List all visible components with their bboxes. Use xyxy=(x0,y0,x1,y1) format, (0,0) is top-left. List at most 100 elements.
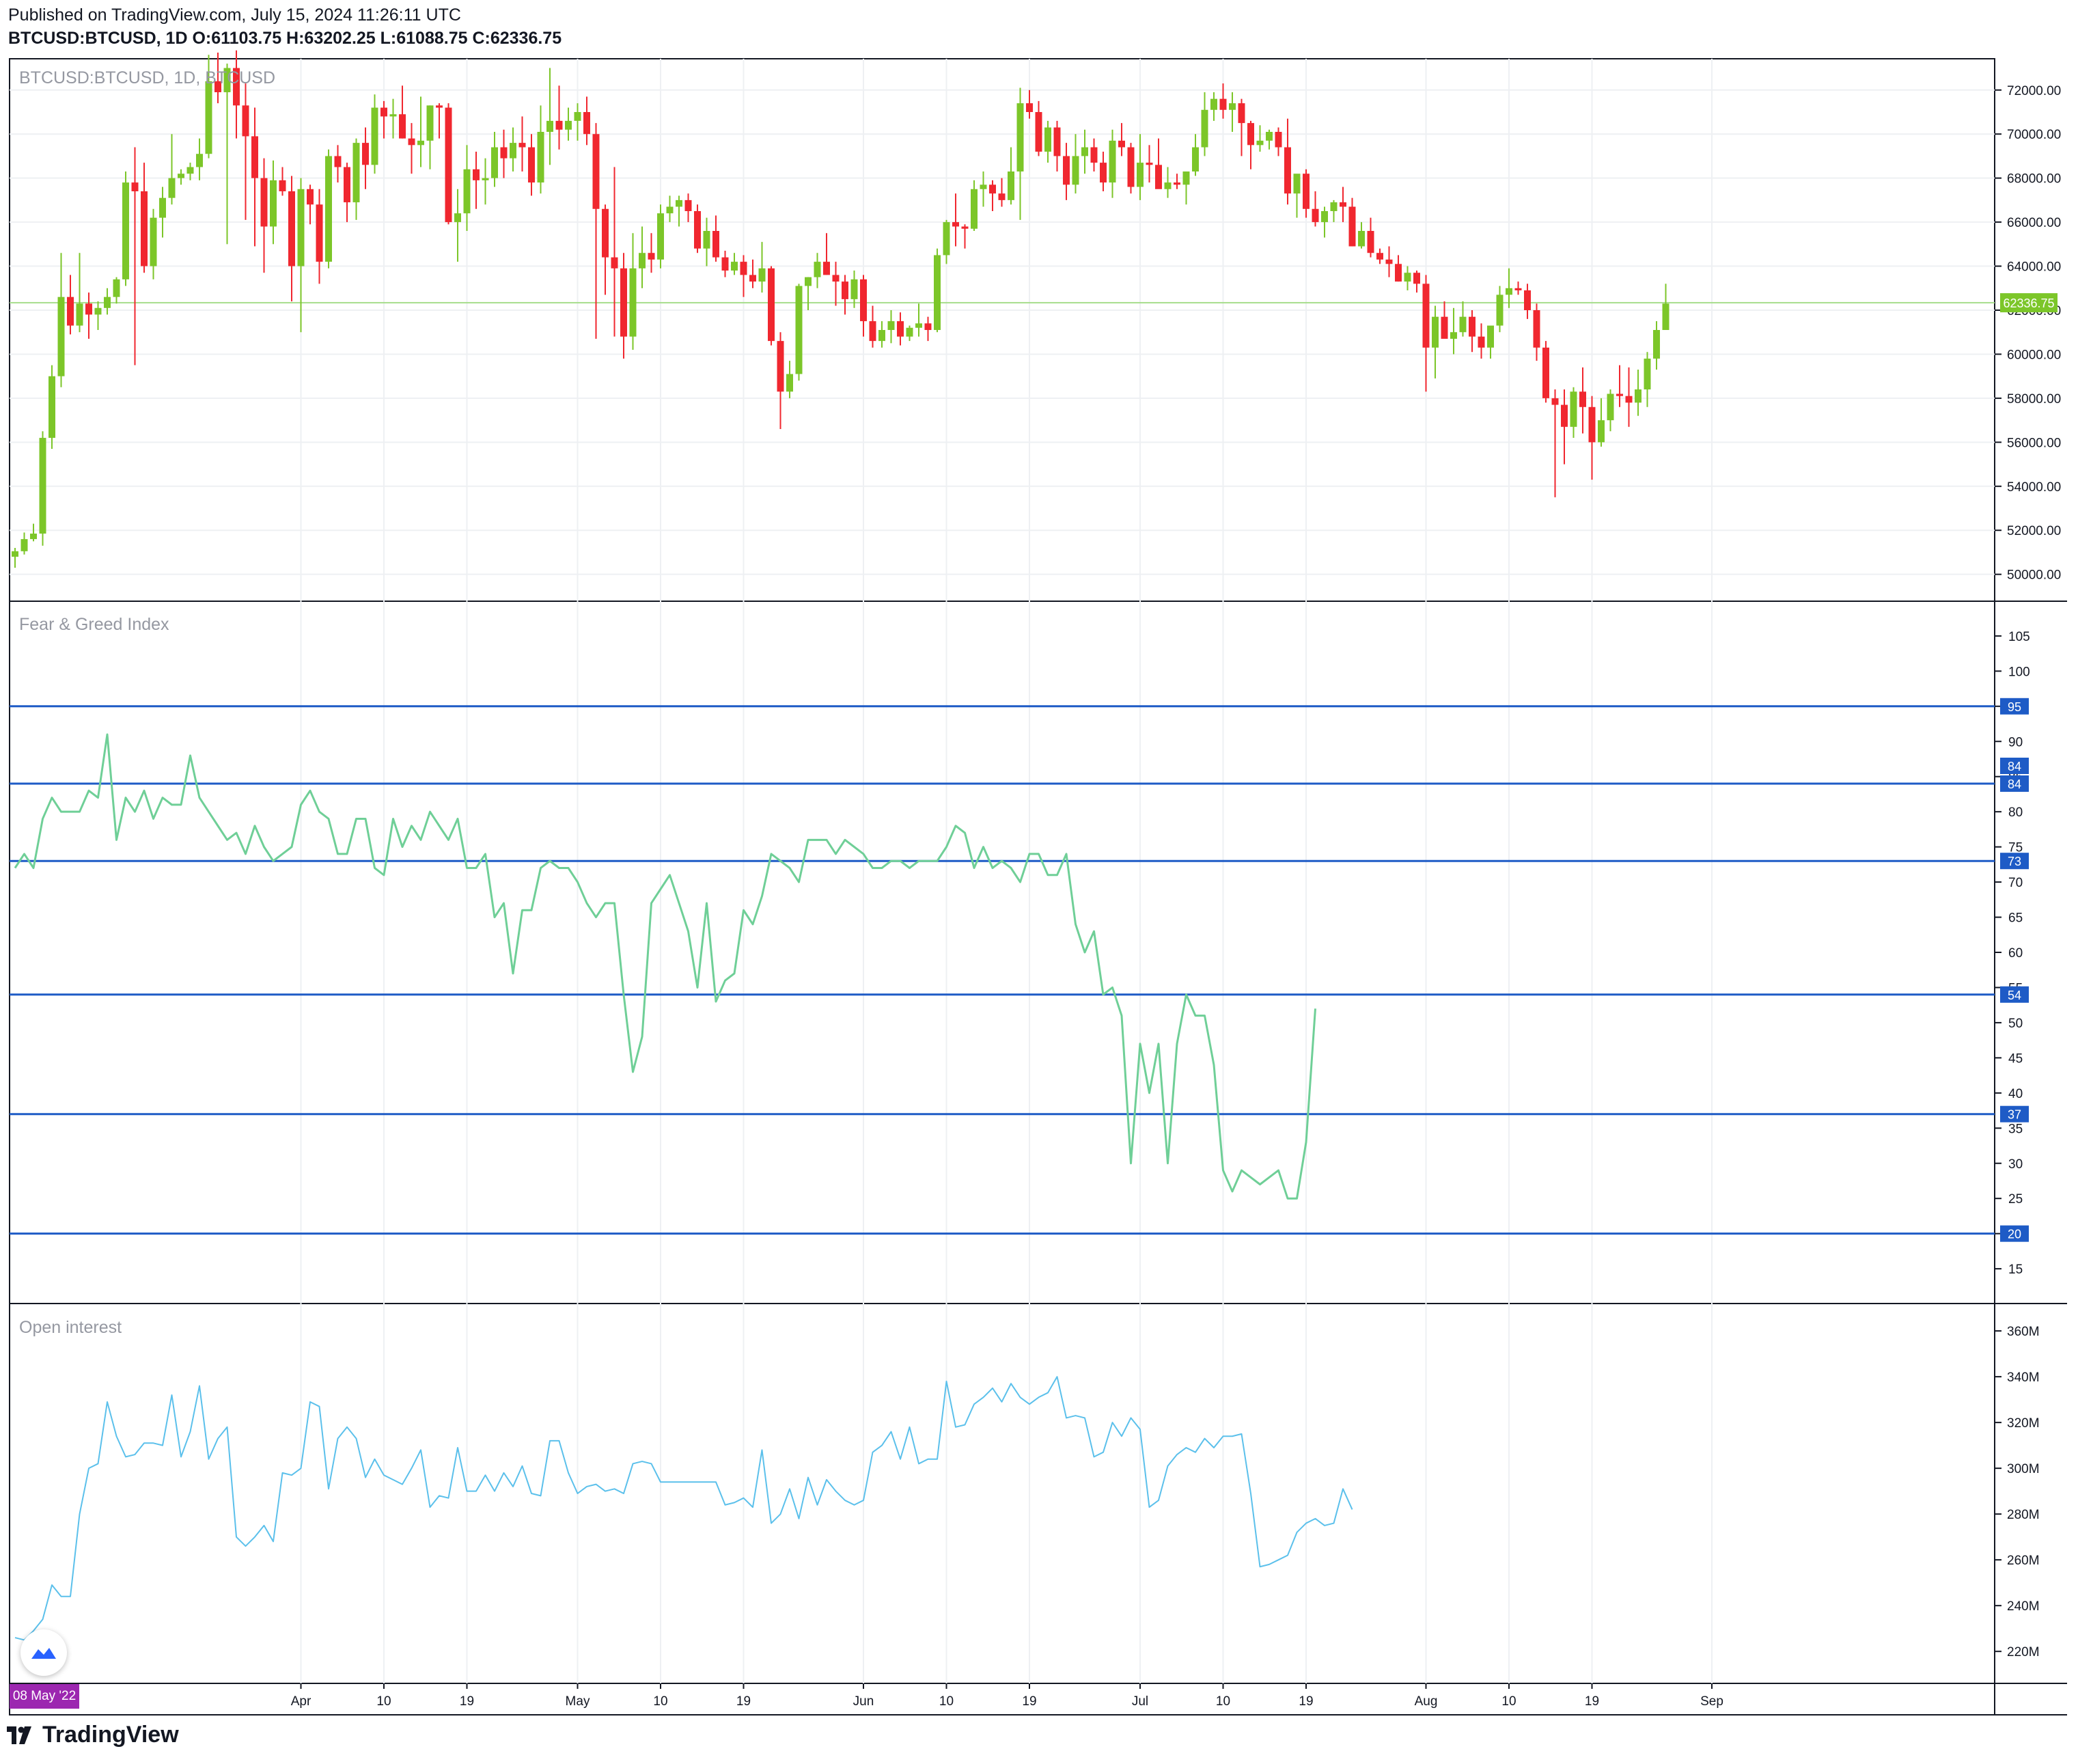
candle-body xyxy=(1026,103,1033,112)
candle-body xyxy=(76,303,83,326)
candle-body xyxy=(1100,163,1107,183)
candle-body xyxy=(1155,165,1162,189)
candle-body xyxy=(39,437,46,534)
time-tick-label: 10 xyxy=(1501,1694,1516,1709)
candle-body xyxy=(574,112,581,121)
candle-body xyxy=(1266,132,1273,141)
candle-body xyxy=(565,120,572,130)
candle-body xyxy=(12,551,18,557)
candle-body xyxy=(943,222,950,256)
candle-body xyxy=(1404,273,1411,282)
last-price-label: 62336.75 xyxy=(2003,297,2054,310)
candle-body xyxy=(159,197,166,218)
candle-body xyxy=(344,167,350,203)
candle-body xyxy=(721,257,729,271)
candle-body xyxy=(1358,231,1365,247)
candle-body xyxy=(270,180,277,227)
candle-body xyxy=(1016,103,1024,171)
candle-body xyxy=(869,321,876,342)
candle-body xyxy=(510,143,516,159)
candle-body xyxy=(1588,406,1596,443)
candle-body xyxy=(934,255,941,330)
candle-body xyxy=(297,189,305,266)
candle-body xyxy=(1506,288,1512,295)
candle-body xyxy=(279,180,286,191)
candle-body xyxy=(703,231,710,249)
candle-body xyxy=(1008,171,1014,200)
candle-body xyxy=(1598,420,1605,443)
tradingview-float-button[interactable] xyxy=(20,1629,67,1676)
candle-body xyxy=(518,143,526,148)
price-tick-label: 68000.00 xyxy=(2007,172,2061,187)
candle-body xyxy=(1653,330,1660,359)
candle-body xyxy=(639,253,646,268)
price-tick-label: 54000.00 xyxy=(2007,480,2061,495)
fng-level-label: 20 xyxy=(2008,1228,2021,1241)
candle-body xyxy=(823,262,830,275)
price-tick-label: 70000.00 xyxy=(2007,128,2061,142)
candle-body xyxy=(878,330,885,342)
candle-body xyxy=(1459,316,1467,333)
price-tick-label: 56000.00 xyxy=(2007,436,2061,450)
candle-body xyxy=(897,321,904,337)
candle-body xyxy=(1081,147,1088,156)
candle-body xyxy=(463,169,471,214)
candle-body xyxy=(906,327,913,337)
tradingview-logo: TradingView xyxy=(7,1722,179,1748)
candle-body xyxy=(214,81,221,92)
candle-body xyxy=(122,182,129,279)
candle-body xyxy=(712,231,719,258)
price-tick-label: 72000.00 xyxy=(2007,84,2061,98)
candle-body xyxy=(436,105,443,108)
time-tick-label: 10 xyxy=(939,1694,954,1709)
fng-tick-label: 70 xyxy=(2008,876,2023,890)
oi-tick-label: 360M xyxy=(2007,1325,2040,1339)
candle-body xyxy=(1348,206,1356,247)
fng-level-badge xyxy=(2000,775,2029,792)
candle-body xyxy=(1441,316,1448,339)
candle-body xyxy=(1109,140,1116,183)
candle-body xyxy=(399,114,406,139)
candle-body xyxy=(1625,396,1633,403)
candle-body xyxy=(768,268,775,342)
candle-body xyxy=(1293,174,1301,194)
candle-body xyxy=(205,81,212,154)
candle-body xyxy=(1385,259,1393,264)
candle-body xyxy=(57,297,65,376)
candle-body xyxy=(242,105,249,137)
time-tick-label: 19 xyxy=(1299,1694,1313,1709)
candle-body xyxy=(731,262,738,271)
fng-tick-label: 50 xyxy=(2008,1017,2023,1031)
candle-body xyxy=(842,281,848,299)
price-tick-label: 66000.00 xyxy=(2007,216,2061,230)
candle-body xyxy=(832,275,840,282)
candle-body xyxy=(67,297,74,326)
candle-body xyxy=(454,213,461,223)
candle-body xyxy=(989,184,996,194)
candle-body xyxy=(141,191,148,266)
fng-level-badge xyxy=(2000,698,2029,715)
candle-body xyxy=(1607,394,1614,421)
candle-body xyxy=(1210,98,1217,110)
fng-level-label: 54 xyxy=(2008,989,2021,1002)
candle-body xyxy=(684,199,692,211)
oi-series-line xyxy=(14,1376,1353,1641)
oi-tick-label: 300M xyxy=(2007,1462,2040,1476)
candle-body xyxy=(1644,358,1651,389)
fng-tick-label: 60 xyxy=(2008,946,2023,961)
candle-body xyxy=(850,279,858,299)
fng-pane-label: Fear & Greed Index xyxy=(19,615,169,634)
candle-body xyxy=(749,275,756,282)
candle-body xyxy=(1570,391,1577,427)
candle-body xyxy=(233,68,240,106)
candle-body xyxy=(1137,163,1144,187)
fng-tick-label: 40 xyxy=(2008,1087,2023,1101)
tradingview-logo-icon xyxy=(7,1726,31,1744)
candle-body xyxy=(537,132,544,183)
candle-body xyxy=(1450,332,1457,339)
chart-frame xyxy=(9,58,1995,1715)
candle-body xyxy=(113,279,120,297)
candle-body xyxy=(1487,325,1494,348)
candle-body xyxy=(814,262,821,277)
